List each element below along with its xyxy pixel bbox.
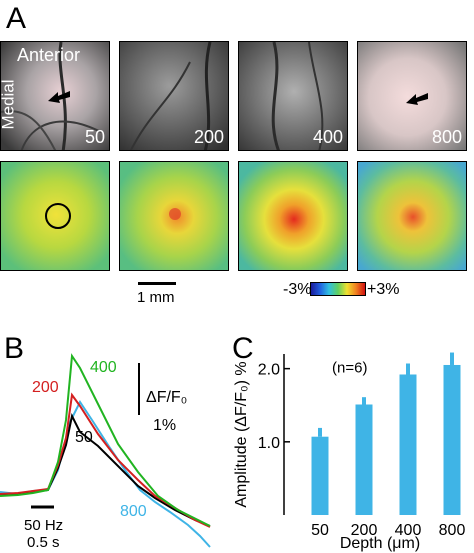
series-label-200: 200: [32, 379, 59, 396]
photo-depth-50: Anterior Medial 50: [0, 41, 110, 151]
arrow-icon: [406, 93, 428, 105]
x-tick-label-400: 400: [395, 522, 422, 539]
arrow-icon: [48, 91, 70, 103]
trace-plot: 400 200 50 800 ΔF/F₀ 1% 50 Hz 0.5 s: [0, 353, 211, 551]
bar-200: [355, 404, 373, 515]
depth-label-200: 200: [193, 127, 224, 147]
scale-bar: [138, 282, 176, 285]
depth-label-50: 50: [84, 127, 105, 147]
photo-depth-400: 400: [238, 41, 348, 151]
trace-scale-label-2: 1%: [153, 417, 176, 434]
depth-label-400: 400: [312, 127, 343, 147]
x-axis-label: Depth (μm): [340, 535, 420, 552]
colorbar: [310, 282, 366, 296]
bar-400: [399, 374, 417, 515]
y-tick-label-1: 2.0: [258, 362, 280, 379]
x-tick-label-200: 200: [351, 522, 378, 539]
activity-map-50: [0, 161, 110, 271]
x-tick-label-800: 800: [439, 522, 466, 539]
anterior-label: Anterior: [17, 45, 81, 65]
y-axis-label: Amplitude (ΔF/F₀) %: [233, 361, 250, 507]
activity-map-400: [238, 161, 348, 271]
stim-label-2: 0.5 s: [27, 534, 60, 551]
depth-label-800: 800: [431, 127, 462, 147]
trace-400: [0, 353, 211, 527]
bar-50: [311, 436, 329, 515]
scale-bar-label: 1 mm: [137, 289, 175, 306]
x-tick-label-50: 50: [311, 522, 329, 539]
trace-scale-label-1: ΔF/F₀: [146, 389, 187, 406]
activity-map-200: [119, 161, 229, 271]
y-tick-label-0: 1.0: [258, 435, 280, 452]
amplitude-chart: 1.0 2.0 50 200 400 800 (n=6) Amplitude (ΔF/F₀) …: [233, 352, 466, 552]
photo-depth-800: 800: [357, 41, 467, 151]
photo-depth-200: 200: [119, 41, 229, 151]
sample-size-annotation: (n=6): [332, 359, 367, 376]
medial-label: Medial: [0, 79, 18, 130]
roi-circle: [45, 203, 71, 229]
panel-letter-c: C: [232, 332, 254, 365]
series-label-400: 400: [90, 359, 117, 376]
bar-800: [443, 364, 461, 515]
colorbar-max-label: +3%: [367, 281, 400, 298]
panel-letter-b: B: [4, 332, 25, 365]
activity-map-800: [357, 161, 467, 271]
series-label-50: 50: [75, 429, 93, 446]
panel-letter-a: A: [6, 2, 27, 35]
colorbar-min-label: -3%: [283, 281, 312, 298]
series-label-800: 800: [120, 503, 147, 520]
stim-label-1: 50 Hz: [24, 517, 63, 534]
